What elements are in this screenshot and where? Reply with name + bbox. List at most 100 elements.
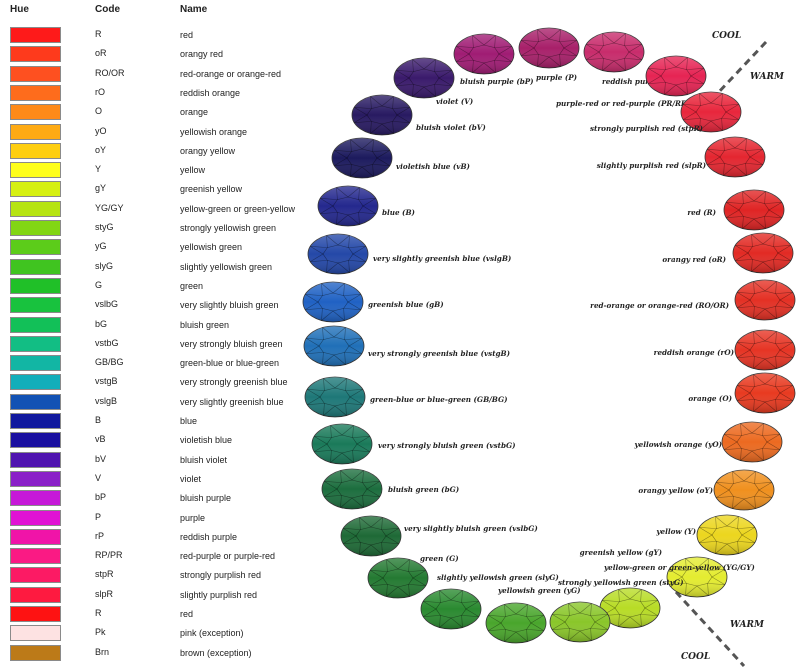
- gem-facet: [766, 441, 780, 450]
- table-row: oY orangy yellow: [0, 142, 300, 161]
- gem-facet: [568, 628, 570, 641]
- gem-facet: [721, 118, 723, 131]
- gem-facet: [724, 448, 742, 450]
- gem-label: yellow (Y): [655, 527, 696, 536]
- gem-facet: [685, 583, 687, 596]
- gem: purple (P): [518, 27, 580, 82]
- gem-label: red (R): [687, 208, 716, 217]
- gem-facet: [333, 354, 346, 365]
- gem-facet: [764, 374, 777, 385]
- hue-code: slpR: [95, 588, 114, 599]
- gem: orange (O): [688, 372, 796, 414]
- gem-facet: [537, 29, 550, 40]
- gem: orangy yellow (oY): [638, 469, 775, 511]
- gem-facet: [344, 352, 346, 365]
- hue-swatch: [10, 162, 61, 179]
- hue-name: yellowish orange: [180, 126, 248, 137]
- gem-facet: [386, 559, 388, 572]
- gem-facet: [352, 450, 354, 463]
- gem-facet: [322, 354, 335, 365]
- gem-facet: [370, 570, 388, 572]
- gem-facet: [408, 559, 410, 572]
- gem-facet: [681, 567, 713, 587]
- gem-facet: [669, 569, 687, 571]
- gem-facet: [370, 123, 383, 134]
- gem-facet: [716, 482, 730, 491]
- hue-swatch: [10, 200, 61, 217]
- gem-facet: [754, 496, 772, 498]
- gem-facet: [764, 331, 777, 342]
- hue-name: slightly purplish red: [180, 589, 258, 600]
- gem-facet: [762, 434, 780, 436]
- gem-facet: [472, 60, 474, 73]
- gem-facet: [372, 164, 390, 166]
- gem-facet: [423, 615, 441, 617]
- gem-facet: [314, 436, 332, 438]
- hue-name: very slightly greenish blue: [180, 396, 284, 407]
- gem-facet: [434, 84, 452, 86]
- gem-facet: [376, 150, 390, 159]
- gem-facet: [396, 70, 410, 79]
- gem-facet: [354, 114, 368, 123]
- gem-facet: [707, 149, 721, 158]
- hue-name: reddish purple: [180, 531, 238, 542]
- gem-facet: [472, 62, 485, 73]
- gem-facet: [340, 470, 342, 483]
- gem-label: very slightly bluish green (vslbG): [404, 524, 538, 533]
- gem-facet: [305, 301, 319, 310]
- gem-facet: [753, 331, 766, 342]
- gem-facet: [715, 516, 728, 527]
- gem-facet: [348, 235, 350, 248]
- gem-facet: [349, 396, 363, 405]
- gem-facet: [737, 516, 739, 529]
- gem-facet: [664, 57, 677, 68]
- gem-facet: [461, 601, 479, 603]
- gem-facet: [521, 40, 539, 42]
- gem-facet: [356, 436, 370, 445]
- cool-warm-divider-top: [698, 40, 768, 114]
- gem-facet: [334, 150, 352, 152]
- gem-facet: [340, 497, 353, 508]
- gem-facet: [345, 403, 347, 416]
- hue-code: O: [95, 106, 103, 117]
- gem: greenish blue (gB): [302, 281, 444, 323]
- gem-facet: [526, 629, 544, 631]
- zone-label-warm-bottom: WARM: [730, 620, 765, 630]
- hue-code: B: [95, 415, 102, 425]
- gem-facet: [533, 38, 565, 58]
- gem-facet: [423, 59, 436, 70]
- gem-facet: [537, 56, 550, 67]
- gem-facet: [737, 385, 751, 394]
- gem-facet: [742, 191, 744, 204]
- table-row: vstgB very strongly greenish blue: [0, 373, 300, 392]
- gem: green (G): [367, 554, 459, 599]
- gem-label: slightly purplish red (slpR): [597, 161, 706, 170]
- hue-code: R: [95, 29, 102, 39]
- gem-facet: [741, 527, 755, 536]
- gem-facet: [715, 543, 728, 554]
- hue-code: oR: [95, 48, 107, 59]
- gem-facet: [648, 82, 666, 84]
- gem-facet: [321, 283, 323, 296]
- gem-facet: [737, 399, 755, 401]
- gem-facet: [734, 138, 747, 149]
- gem-facet: [392, 121, 394, 134]
- gem-facet: [456, 53, 470, 62]
- gem-facet: [552, 614, 570, 616]
- gem-facet: [306, 338, 320, 347]
- gem-facet: [779, 342, 793, 351]
- gem-facet: [494, 60, 496, 73]
- gem-facet: [310, 246, 324, 255]
- gem: green-blue or blue-green (GB/BG): [304, 376, 508, 418]
- gem-facet: [347, 187, 360, 198]
- gem-label: blue (B): [382, 208, 415, 217]
- gem-facet: [423, 86, 436, 97]
- hue-name: green: [180, 280, 204, 291]
- gem-facet: [361, 139, 374, 150]
- gem-facet: [726, 216, 744, 218]
- gem-facet: [326, 235, 339, 246]
- gem-facet: [396, 77, 410, 86]
- gem-facet: [396, 114, 410, 123]
- gem-facet: [488, 615, 506, 617]
